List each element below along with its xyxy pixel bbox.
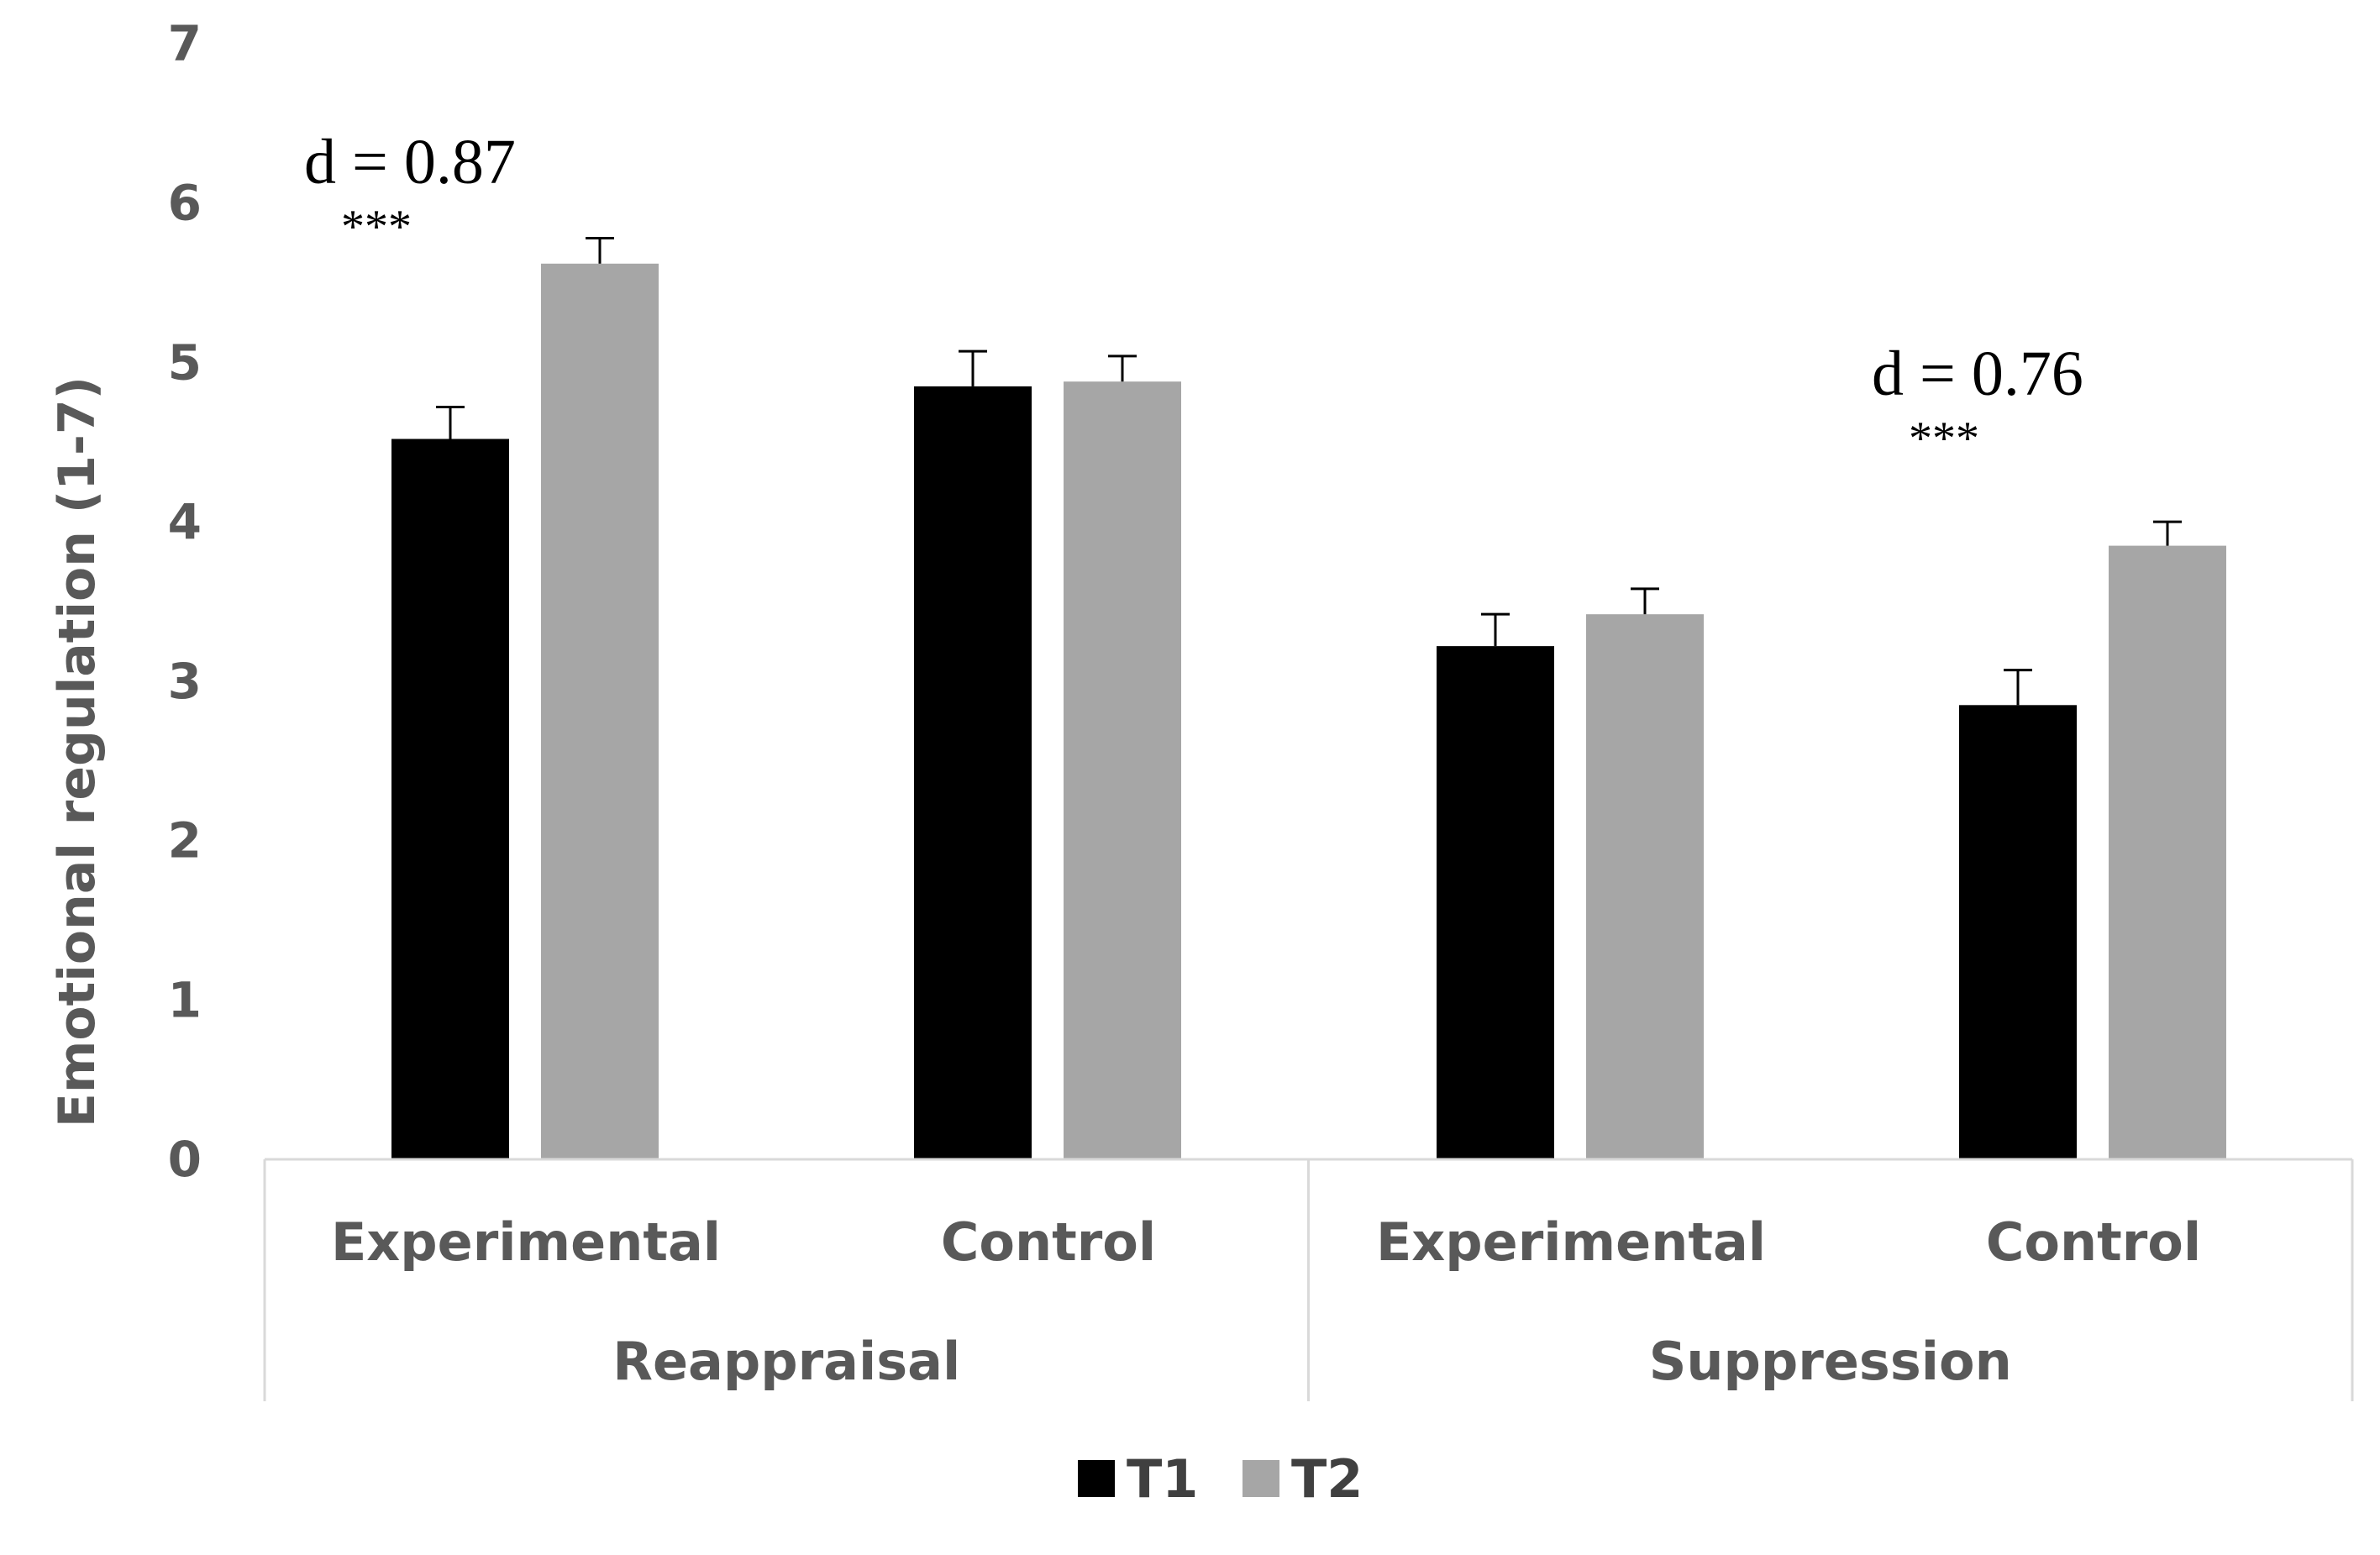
y-tick-label: 4 [168,493,202,550]
y-tick-label: 2 [168,812,202,869]
error-bars [436,236,2182,706]
bar-t2 [541,263,659,1160]
y-tick-label: 5 [168,334,202,391]
bar-t1 [914,386,1032,1159]
bar-t2 [1064,381,1181,1159]
bar-t1 [1959,705,2077,1159]
category-label: Experimental [331,1211,721,1273]
significance-stars: *** [1909,412,1979,465]
y-axis-ticks: 0 1 2 3 4 5 6 7 [168,15,202,1188]
y-tick-label: 6 [168,175,202,232]
category-label: Experimental [1376,1211,1766,1273]
group-label: Reappraisal [612,1331,960,1392]
group-label: Suppression [1649,1331,2012,1392]
y-axis-label: Emotional regulation (1-7) [48,376,107,1127]
legend-swatch-t1 [1078,1460,1115,1497]
y-tick-label: 7 [168,15,202,72]
bars [391,263,2226,1160]
bar-t2 [1586,614,1704,1159]
y-tick-label: 3 [168,653,202,710]
effect-size-annotation: d = 0.87 [304,127,516,197]
category-label: Control [941,1211,1156,1273]
category-axis: Experimental Control Reappraisal Experiment… [263,1158,2354,1401]
bar-t2 [2109,545,2226,1159]
legend-label: T1 [1127,1448,1198,1510]
significance-stars: *** [341,201,412,253]
category-label: Control [1986,1211,2201,1273]
annotations: d = 0.87***d = 0.76*** [304,127,2083,465]
bar-t1 [391,439,509,1159]
legend-swatch-t2 [1243,1460,1279,1497]
bar-t1 [1437,646,1554,1159]
effect-size-annotation: d = 0.76 [1872,339,2083,409]
y-tick-label: 1 [168,971,202,1028]
y-tick-label: 0 [168,1131,202,1188]
legend-label: T2 [1291,1448,1363,1510]
legend: T1 T2 [1078,1448,1363,1510]
